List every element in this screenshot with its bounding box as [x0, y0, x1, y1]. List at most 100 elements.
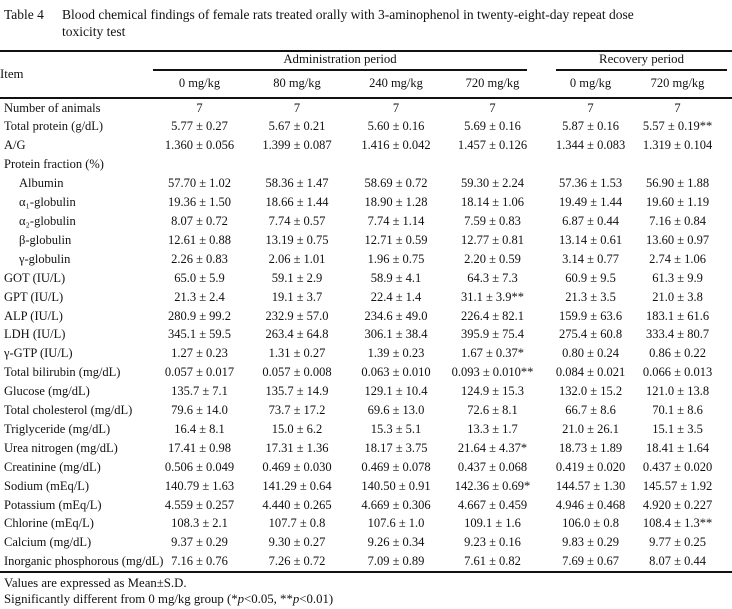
cell-value: 7.26 ± 0.72 [268, 554, 326, 569]
cell-value: 56.90 ± 1.88 [645, 176, 710, 191]
cell-value: 0.093 ± 0.010** [451, 365, 534, 380]
cell-value: 9.23 ± 0.16 [464, 535, 521, 550]
cell-value: 72.6 ± 8.1 [467, 403, 518, 418]
cell-value: 57.70 ± 1.02 [167, 176, 232, 191]
cell-value: 15.0 ± 6.2 [271, 421, 323, 436]
cell-value: 21.64 ± 4.37* [457, 440, 528, 455]
cell-value: 22.4 ± 1.4 [370, 289, 422, 304]
cell-value: 124.9 ± 15.3 [460, 384, 525, 399]
cell-value: 7 [196, 100, 203, 115]
footnote-significance: Significantly different from 0 mg/kg gro… [4, 592, 732, 608]
cell-value: 59.1 ± 2.9 [271, 270, 323, 285]
cell-value: 1.39 ± 0.23 [367, 346, 425, 361]
cell-value: 58.36 ± 1.47 [265, 176, 329, 191]
table-row: β-globulin 12.61 ± 0.88 13.19 ± 0.75 12.71 … [0, 231, 732, 250]
table-caption-title-line2: toxicity test [62, 24, 126, 40]
cell-value: 61.3 ± 9.9 [652, 270, 703, 285]
cell-value: 0.057 ± 0.017 [164, 365, 235, 380]
cell-value: 13.19 ± 0.75 [265, 232, 329, 247]
cell-value: 0.437 ± 0.068 [457, 459, 528, 474]
cell-value: 0.084 ± 0.021 [555, 365, 626, 380]
cell-value: 4.946 ± 0.468 [555, 497, 626, 512]
cell-value: 0.066 ± 0.013 [642, 365, 713, 380]
table-row: Glucose (mg/dL) 135.7 ± 7.1 135.7 ± 14.9 12… [0, 382, 732, 401]
row-item-label: GOT (IU/L) [4, 270, 66, 285]
cell-value: 7.74 ± 0.57 [268, 213, 326, 228]
cell-value: 12.71 ± 0.59 [364, 232, 428, 247]
cell-value: 306.1 ± 38.4 [364, 327, 428, 342]
cell-value: 1.457 ± 0.126 [457, 138, 528, 153]
table-row: Urea nitrogen (mg/dL) 17.41 ± 0.98 17.31 ±… [0, 439, 732, 458]
cell-value: 1.31 ± 0.27 [268, 346, 326, 361]
cell-value: 226.4 ± 82.1 [460, 308, 525, 323]
row-item-label: γ-globulin [19, 251, 71, 266]
table-row: γ-globulin 2.26 ± 0.83 2.06 ± 1.01 1.96 ± 0… [0, 250, 732, 269]
cell-value: 142.36 ± 0.69* [454, 478, 531, 493]
dose-header-recovery-0: 0 mg/kg [540, 70, 642, 99]
cell-value [540, 155, 641, 174]
cell-value: 8.07 ± 0.72 [171, 213, 228, 228]
cell-value: 18.41 ± 1.64 [645, 440, 710, 455]
table-row: Total bilirubin (mg/dL) 0.057 ± 0.017 0.05… [0, 363, 732, 382]
table-caption-title-line1: Blood chemical findings of female rats t… [62, 7, 634, 22]
cell-value: 12.77 ± 0.81 [460, 232, 525, 247]
table-row: γ-GTP (IU/L) 1.27 ± 0.23 1.31 ± 0.27 1.39 ±… [0, 344, 732, 363]
cell-value: 7 [392, 100, 400, 115]
row-item-label: Calcium (mg/dL) [4, 535, 92, 550]
cell-value: 9.37 ± 0.29 [171, 535, 228, 550]
cell-value: 58.9 ± 4.1 [370, 270, 422, 285]
cell-value: 108.4 ± 1.3** [642, 516, 713, 531]
cell-value [641, 155, 732, 174]
cell-value: 4.667 ± 0.459 [457, 497, 528, 512]
cell-value: 21.0 ± 3.8 [652, 289, 703, 304]
table-row: Total cholesterol (mg/dL) 79.6 ± 14.0 73.7… [0, 401, 732, 420]
row-item-label: Urea nitrogen (mg/dL) [4, 440, 118, 455]
cell-value: 13.60 ± 0.97 [645, 232, 710, 247]
cell-value: 7.61 ± 0.82 [464, 554, 521, 569]
cell-value: 275.4 ± 60.8 [558, 327, 623, 342]
cell-value: 0.80 ± 0.24 [562, 346, 619, 361]
table-row: Calcium (mg/dL) 9.37 ± 0.29 9.30 ± 0.27 9.2… [0, 533, 732, 552]
cell-value: 19.49 ± 1.44 [558, 195, 623, 210]
cell-value: 5.77 ± 0.27 [171, 119, 228, 134]
row-item-label: Sodium (mEq/L) [4, 478, 90, 493]
cell-value: 4.920 ± 0.227 [642, 497, 713, 512]
cell-value: 9.77 ± 0.25 [649, 535, 706, 550]
cell-value: 7.16 ± 0.76 [171, 554, 228, 569]
row-item-label: Number of animals [4, 100, 101, 115]
cell-value: 121.0 ± 13.8 [645, 384, 710, 399]
cell-value: 18.14 ± 1.06 [460, 195, 525, 210]
row-item-label: Inorganic phosphorous (mg/dL) [4, 554, 164, 569]
cell-value: 140.50 ± 0.91 [361, 478, 431, 493]
table-row: GPT (IU/L) 21.3 ± 2.4 19.1 ± 3.7 22.4 ± 1.4… [0, 288, 732, 307]
cell-value: 1.319 ± 0.104 [642, 138, 713, 153]
row-item-label: ALP (IU/L) [4, 308, 63, 323]
cell-value: 280.9 ± 99.2 [167, 308, 232, 323]
cell-value: 4.669 ± 0.306 [361, 497, 431, 512]
cell-value: 7 [489, 100, 496, 115]
table-row: Albumin 57.70 ± 1.02 58.36 ± 1.47 58.69 ± 0… [0, 174, 732, 193]
cell-value: 15.3 ± 5.1 [370, 421, 422, 436]
dose-header-admin-240: 240 mg/kg [347, 70, 445, 99]
cell-value: 5.87 ± 0.16 [562, 119, 619, 134]
table-row: Total protein (g/dL) 5.77 ± 0.27 5.67 ± 0.… [0, 117, 732, 136]
row-item-label: Triglyceride (mg/dL) [4, 421, 111, 436]
row-item-label: LDH (IU/L) [4, 327, 66, 342]
cell-value: 1.360 ± 0.056 [164, 138, 235, 153]
row-item-label: Total cholesterol (mg/dL) [4, 403, 133, 418]
cell-value: 9.83 ± 0.29 [562, 535, 619, 550]
cell-value: 59.30 ± 2.24 [460, 176, 525, 191]
cell-value: 107.6 ± 1.0 [367, 516, 425, 531]
cell-value [347, 155, 445, 174]
table-row: Chlorine (mEq/L) 108.3 ± 2.1 107.7 ± 0.8 10… [0, 514, 732, 533]
cell-value: 140.79 ± 1.63 [164, 478, 235, 493]
row-item-label: γ-GTP (IU/L) [4, 346, 73, 361]
dose-header-recovery-720: 720 mg/kg [641, 70, 732, 99]
cell-value: 1.399 ± 0.087 [262, 138, 332, 153]
cell-value: 21.3 ± 2.4 [174, 289, 225, 304]
footnote-text-segment: Significantly different from 0 mg/kg gro… [4, 591, 238, 606]
row-item-label: α₁-globulin [19, 195, 76, 210]
footnote-mean-sd: Values are expressed as Mean±S.D. [4, 576, 187, 591]
cell-value: 7.69 ± 0.67 [562, 554, 619, 569]
cell-value: 18.66 ± 1.44 [265, 195, 329, 210]
